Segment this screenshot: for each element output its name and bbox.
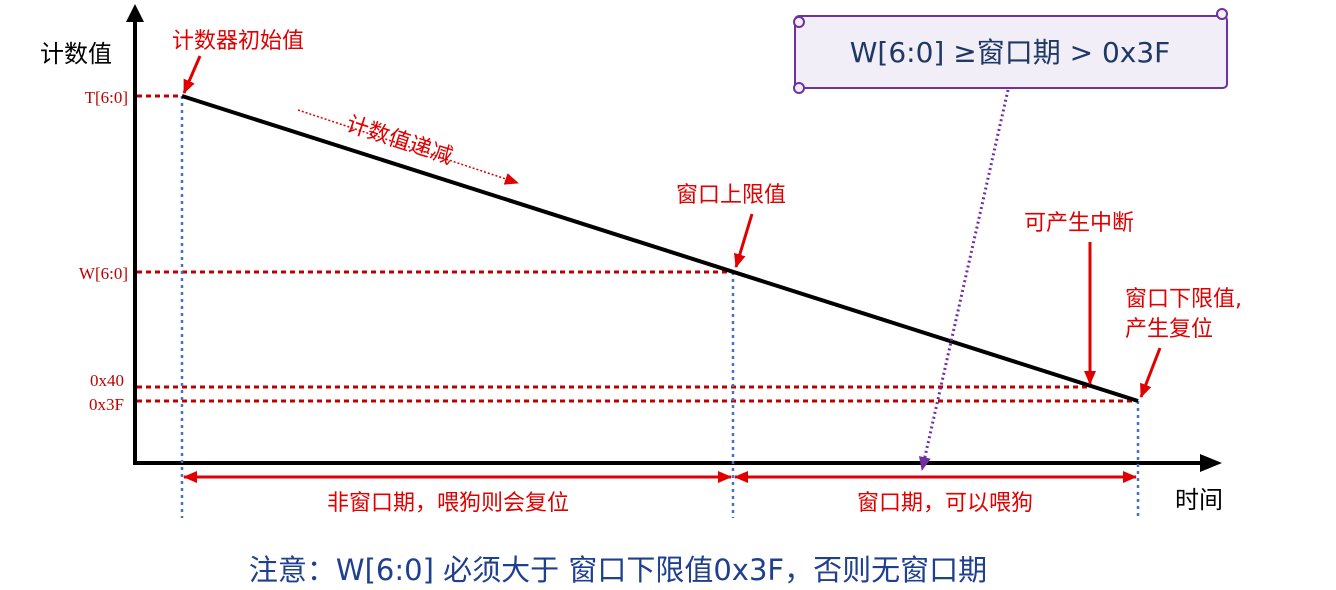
counter-line	[181, 94, 1139, 403]
level-lines	[137, 94, 1138, 403]
annotation: 计数器初始值	[172, 29, 304, 54]
annotation: 窗口上限值	[676, 183, 786, 208]
annotation-arrows	[182, 55, 1162, 398]
level-label: 0x3F	[89, 395, 124, 414]
note: 注意：W[6:0] 必须大于 窗口下限值0x3F，否则无窗口期	[249, 553, 987, 587]
level-label: T[6:0]	[85, 88, 128, 107]
period-label: 窗口期，可以喂狗	[857, 491, 1033, 516]
y-axis-label: 计数值	[40, 40, 112, 68]
window-box	[793, 8, 1228, 94]
time-guides	[180, 96, 1140, 520]
level-label: 0x40	[90, 371, 124, 390]
annotation: 产生复位	[1125, 317, 1213, 342]
annotation: 计数值递减	[343, 112, 455, 170]
annotation: 窗口下限值,	[1125, 287, 1242, 312]
x-axis-label: 时间	[1175, 486, 1223, 514]
window-arrow	[919, 89, 1010, 471]
annotation: 可产生中断	[1024, 211, 1134, 236]
window-box-text: W[6:0] ≥窗口期 > 0x3F	[850, 36, 1171, 69]
level-label: W[6:0]	[79, 264, 128, 283]
period-label: 非窗口期，喂狗则会复位	[327, 491, 569, 516]
axes	[126, 4, 1222, 472]
